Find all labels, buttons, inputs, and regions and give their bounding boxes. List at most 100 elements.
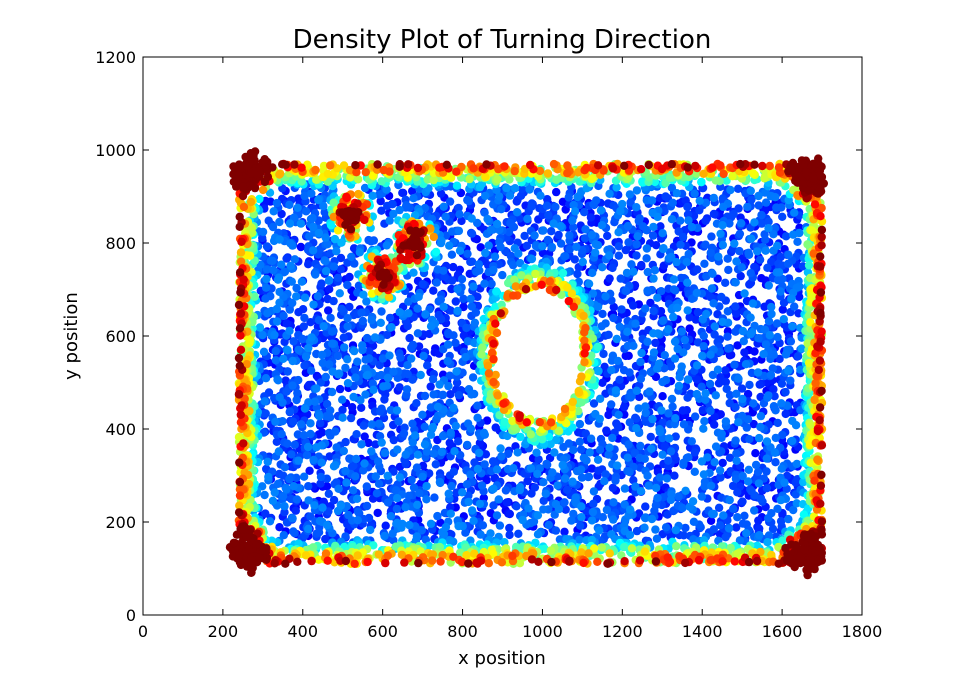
scatter-point: [666, 447, 676, 456]
scatter-point: [609, 302, 618, 312]
scatter-point: [275, 393, 284, 402]
scatter-point: [336, 253, 346, 263]
scatter-point: [394, 417, 403, 426]
scatter-point: [342, 478, 351, 487]
scatter-point: [357, 440, 366, 449]
scatter-point: [444, 381, 453, 391]
scatter-point: [291, 506, 300, 515]
scatter-point: [745, 435, 754, 444]
scatter-point: [429, 390, 438, 399]
scatter-point: [601, 389, 610, 398]
scatter-point: [264, 472, 273, 482]
scatter-point: [587, 516, 597, 525]
scatter-point: [469, 516, 478, 525]
scatter-point: [781, 232, 791, 241]
scatter-point: [467, 390, 476, 399]
scatter-point: [533, 530, 543, 539]
scatter-point: [714, 503, 724, 512]
scatter-point: [299, 472, 309, 481]
scatter-point: [564, 193, 573, 202]
scatter-point: [294, 345, 303, 355]
scatter-point: [640, 523, 649, 532]
scatter-point: [395, 308, 404, 317]
scatter-point: [423, 361, 432, 370]
scatter-point: [575, 419, 585, 429]
scatter-point: [362, 482, 371, 491]
scatter-point: [305, 466, 314, 475]
scatter-point: [466, 294, 475, 304]
scatter-point: [300, 404, 310, 413]
scatter-point: [754, 516, 763, 525]
scatter-point: [347, 252, 356, 261]
scatter-point: [732, 456, 741, 465]
scatter-point: [721, 377, 730, 387]
scatter-point: [467, 302, 476, 311]
scatter-point: [314, 528, 324, 537]
scatter-point: [646, 432, 655, 442]
scatter-point: [315, 412, 324, 421]
scatter-point: [300, 361, 309, 370]
scatter-point: [751, 460, 761, 470]
scatter-point: [508, 222, 518, 231]
scatter-point: [492, 511, 502, 520]
scatter-point: [691, 412, 700, 421]
scatter-point: [447, 250, 457, 259]
scatter-point: [306, 429, 315, 439]
scatter-point: [734, 418, 743, 427]
scatter-point: [494, 495, 503, 504]
scatter-point: [260, 397, 269, 406]
scatter-point: [750, 218, 759, 227]
scatter-point: [343, 355, 352, 364]
scatter-point: [620, 542, 629, 552]
scatter-point: [716, 229, 725, 238]
scatter-point: [750, 347, 759, 356]
scatter-point: [756, 392, 765, 402]
scatter-point: [288, 514, 297, 523]
scatter-point: [632, 251, 641, 260]
scatter-point: [718, 221, 727, 230]
scatter-point: [262, 274, 271, 284]
scatter-point: [640, 454, 649, 463]
scatter-point: [676, 273, 686, 283]
scatter-point: [589, 487, 599, 496]
scatter-point: [492, 287, 501, 296]
scatter-point: [718, 240, 727, 250]
scatter-point: [277, 209, 286, 219]
scatter-point: [725, 495, 734, 505]
scatter-point: [787, 294, 796, 303]
scatter-point: [645, 387, 654, 396]
scatter-point: [446, 306, 455, 315]
scatter-point: [599, 349, 608, 359]
scatter-point: [693, 265, 702, 274]
scatter-point: [763, 538, 772, 547]
scatter-point: [554, 230, 563, 240]
scatter-point: [742, 423, 751, 432]
scatter-point: [373, 508, 382, 518]
scatter-point: [505, 530, 514, 540]
scatter-point: [451, 421, 460, 431]
scatter-point: [749, 399, 758, 408]
scatter-point: [778, 430, 787, 440]
scatter-point: [699, 470, 709, 479]
scatter-point: [498, 270, 507, 280]
scatter-point: [660, 442, 670, 451]
scatter-point: [365, 347, 374, 356]
scatter-point: [651, 372, 661, 382]
scatter-point: [407, 354, 416, 363]
scatter-point: [317, 350, 327, 360]
scatter-point: [338, 405, 347, 415]
scatter-point: [750, 262, 759, 272]
scatter-point: [404, 309, 413, 318]
scatter-point: [614, 228, 623, 237]
scatter-point: [449, 331, 458, 340]
scatter-point: [273, 275, 283, 284]
scatter-point: [277, 430, 286, 439]
scatter-point: [670, 337, 680, 346]
scatter-point: [479, 428, 489, 437]
scatter-point: [687, 222, 697, 232]
scatter-point: [464, 196, 474, 206]
scatter-point: [382, 330, 392, 340]
scatter-point: [480, 460, 489, 469]
scatter-point: [642, 254, 651, 263]
